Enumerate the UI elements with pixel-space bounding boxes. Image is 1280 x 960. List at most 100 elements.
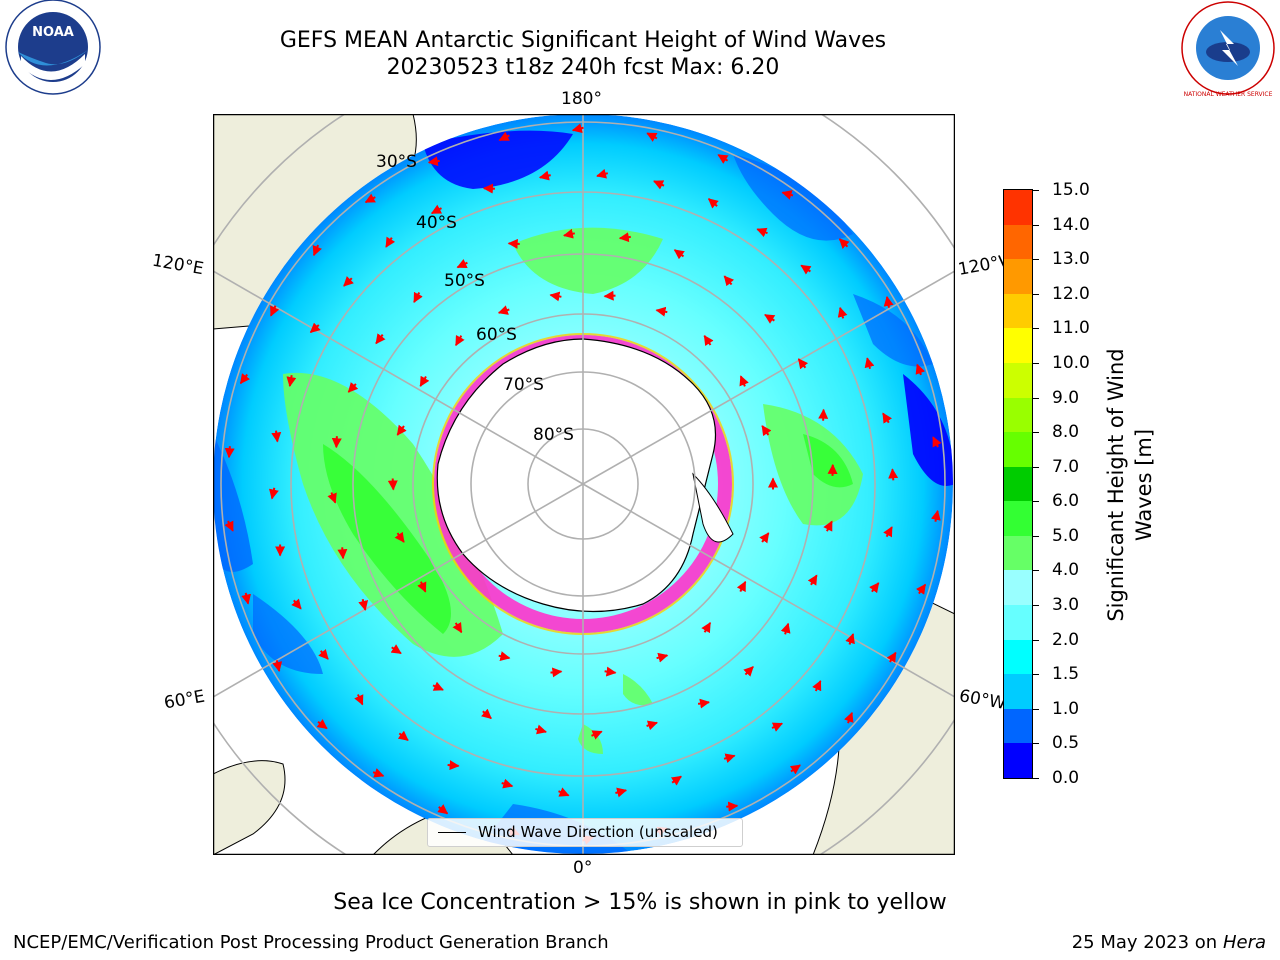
colorbar-tick-mark — [1033, 190, 1039, 191]
colorbar-tick-label: 3.0 — [1052, 595, 1080, 616]
wind-arrow — [343, 276, 354, 287]
wind-arrow — [837, 306, 848, 319]
colorbar-tick-mark — [1033, 570, 1039, 572]
wind-arrow — [417, 581, 427, 593]
colorbar-tick-label: 8.0 — [1052, 422, 1080, 443]
colorbar-tick-mark — [1033, 743, 1039, 745]
noaa-logo-text: NOAA — [32, 25, 74, 40]
wind-arrow — [673, 249, 685, 260]
colorbar-tick-label: 12.0 — [1052, 283, 1090, 304]
colorbar-tick-label: 14.0 — [1052, 214, 1090, 235]
colorbar-segment — [1004, 328, 1032, 363]
wind-arrow — [316, 719, 328, 730]
wind-arrow — [239, 373, 251, 385]
wind-arrow — [723, 753, 736, 764]
wind-arrow — [764, 313, 776, 324]
wind-arrow — [354, 694, 364, 706]
wind-arrow — [364, 193, 376, 204]
wind-arrow — [789, 764, 801, 775]
credit-date: 25 May 2023 on — [1071, 932, 1218, 953]
wind-arrow — [558, 787, 570, 797]
colorbar-tick-label: 7.0 — [1052, 456, 1080, 477]
wind-arrow — [812, 680, 822, 692]
lon-label-60w: 60°W — [957, 686, 1008, 714]
wind-arrow — [930, 509, 941, 522]
lat-label-80s: 80°S — [533, 425, 574, 445]
wind-arrow — [883, 526, 893, 538]
colorbar-tick-mark — [1033, 293, 1039, 295]
colorbar-tick-label: 6.0 — [1052, 491, 1080, 512]
wind-arrow — [800, 264, 812, 275]
wind-arrow — [549, 291, 562, 302]
colorbar-title-line2: Waves [m] — [1132, 428, 1156, 542]
colorbar-segment — [1004, 224, 1032, 260]
wind-arrow — [327, 492, 337, 504]
colorbar-tick-label: 5.0 — [1052, 525, 1080, 546]
colorbar-tick-mark — [1033, 778, 1039, 779]
colorbar-tick-label: 13.0 — [1052, 249, 1090, 270]
wind-arrow — [456, 258, 468, 269]
lat-label-50s: 50°S — [444, 271, 485, 291]
colorbar-tick-mark — [1033, 605, 1039, 607]
wind-arrow — [604, 666, 617, 677]
wind-arrow — [756, 227, 768, 238]
colorbar-tick-mark — [1033, 674, 1039, 676]
wind-arrow — [481, 708, 492, 720]
wind-arrow — [736, 580, 747, 593]
colorbar-tick-mark — [1033, 535, 1039, 537]
wind-arrow — [646, 720, 658, 731]
wind-arrow — [291, 598, 302, 610]
colorbar-tick-mark — [1033, 362, 1039, 364]
wind-arrow — [269, 487, 279, 500]
wind-arrow — [535, 724, 547, 735]
wind-arrow — [591, 730, 603, 740]
colorbar-tick-label: 1.0 — [1052, 698, 1080, 719]
colorbar-tick-mark — [1033, 224, 1039, 226]
wind-arrow — [538, 170, 551, 181]
map-legend: Wind Wave Direction (unscaled) — [427, 818, 743, 847]
colorbar-segment — [1004, 605, 1032, 640]
credit-host: Hera — [1222, 932, 1266, 953]
colorbar-segment — [1004, 674, 1032, 709]
nws-logo: NATIONAL WEATHER SERVICE — [1181, 1, 1275, 98]
wind-arrow — [375, 333, 386, 345]
colorbar-title-line1: Significant Height of Wind — [1104, 348, 1128, 622]
wind-arrow — [571, 123, 584, 134]
wind-arrow — [286, 375, 297, 387]
wind-arrow — [430, 204, 443, 215]
wind-arrow — [497, 305, 510, 315]
colorbar-segment — [1004, 639, 1032, 675]
wind-arrow — [427, 156, 440, 167]
wind-arrow — [697, 698, 710, 709]
wind-arrow — [739, 375, 749, 387]
caption: Sea Ice Concentration > 15% is shown in … — [333, 890, 947, 915]
wind-arrow — [397, 730, 409, 741]
wind-arrow — [615, 787, 628, 798]
wind-arrow — [618, 232, 631, 243]
colorbar-segment — [1004, 432, 1032, 467]
colorbar-tick-label: 4.0 — [1052, 560, 1080, 581]
wind-arrow — [743, 666, 754, 677]
wind-arrow — [818, 408, 829, 421]
wind-arrow — [447, 760, 460, 771]
colorbar-segment — [1004, 743, 1032, 778]
colorbar-tick-label: 15.0 — [1052, 180, 1090, 200]
wind-arrow — [845, 633, 855, 645]
legend-line-icon — [438, 832, 466, 833]
wind-arrow — [596, 168, 609, 179]
wind-arrow — [337, 547, 348, 560]
colorbar-tick-mark — [1033, 639, 1039, 641]
wind-arrow — [726, 801, 739, 812]
wind-arrow — [771, 722, 784, 732]
chart-subtitle: 20230523 t18z 240h fcst Max: 6.20 — [386, 55, 780, 80]
wind-arrow — [761, 425, 772, 437]
colorbar-segment — [1004, 708, 1032, 744]
colorbar-tick-label: 2.0 — [1052, 629, 1080, 650]
wind-arrow — [385, 236, 396, 248]
colorbar-tick-mark — [1033, 397, 1039, 399]
colorbar-segment — [1004, 570, 1032, 606]
colorbar-segment — [1004, 501, 1032, 536]
wind-arrow — [807, 574, 818, 586]
wind-arrow — [838, 238, 850, 249]
wind-arrow — [318, 648, 329, 660]
